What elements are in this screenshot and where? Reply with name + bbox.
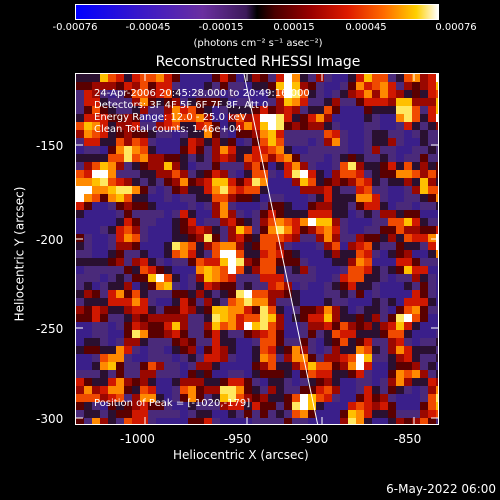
colorbar-units: (photons cm⁻² s⁻¹ asec⁻²) [193, 38, 323, 49]
x-tick-950: -950 [224, 432, 252, 446]
x-tick-900: -900 [301, 432, 329, 446]
y-tick-300: -300 [36, 412, 64, 426]
info-detectors: Detectors: 3F 4F 5F 6F 7F 8F, Att 0 [94, 100, 269, 111]
info-energy-range: Energy Range: 12.0 - 25.0 keV [94, 112, 247, 123]
x-axis-title: Heliocentric X (arcsec) [173, 448, 309, 462]
solar-limb-line [243, 74, 319, 424]
y-tick-250: -250 [36, 322, 64, 336]
colorbar-tick-4: 0.00045 [345, 22, 387, 33]
colorbar [75, 4, 439, 20]
generation-date: 6-May-2022 06:00 [386, 482, 496, 496]
info-time-range: 24-Apr-2006 20:45:28.000 to 20:49:16.000 [94, 88, 310, 99]
image-title: Reconstructed RHESSI Image [155, 54, 361, 70]
rhessi-image: 24-Apr-2006 20:45:28.000 to 20:49:16.000… [75, 73, 439, 425]
y-tick-150: -150 [36, 139, 64, 153]
colorbar-tick-0: -0.00076 [52, 22, 98, 33]
colorbar-gradient [76, 5, 438, 19]
heatmap-canvas [76, 74, 438, 424]
y-tick-200: -200 [36, 233, 64, 247]
x-tick-1000: -1000 [120, 432, 155, 446]
colorbar-tick-1: -0.00045 [125, 22, 171, 33]
colorbar-tick-5: 0.00076 [435, 22, 477, 33]
x-tick-850: -850 [394, 432, 422, 446]
info-clean: Clean Total counts: 1.46e+04 [94, 124, 242, 135]
y-axis-title: Heliocentric Y (arcsec) [12, 186, 27, 322]
colorbar-tick-2: -0.00015 [198, 22, 244, 33]
colorbar-tick-3: 0.00015 [273, 22, 315, 33]
info-peak-position: Position of Peak = [-1020,-179] [94, 398, 251, 409]
